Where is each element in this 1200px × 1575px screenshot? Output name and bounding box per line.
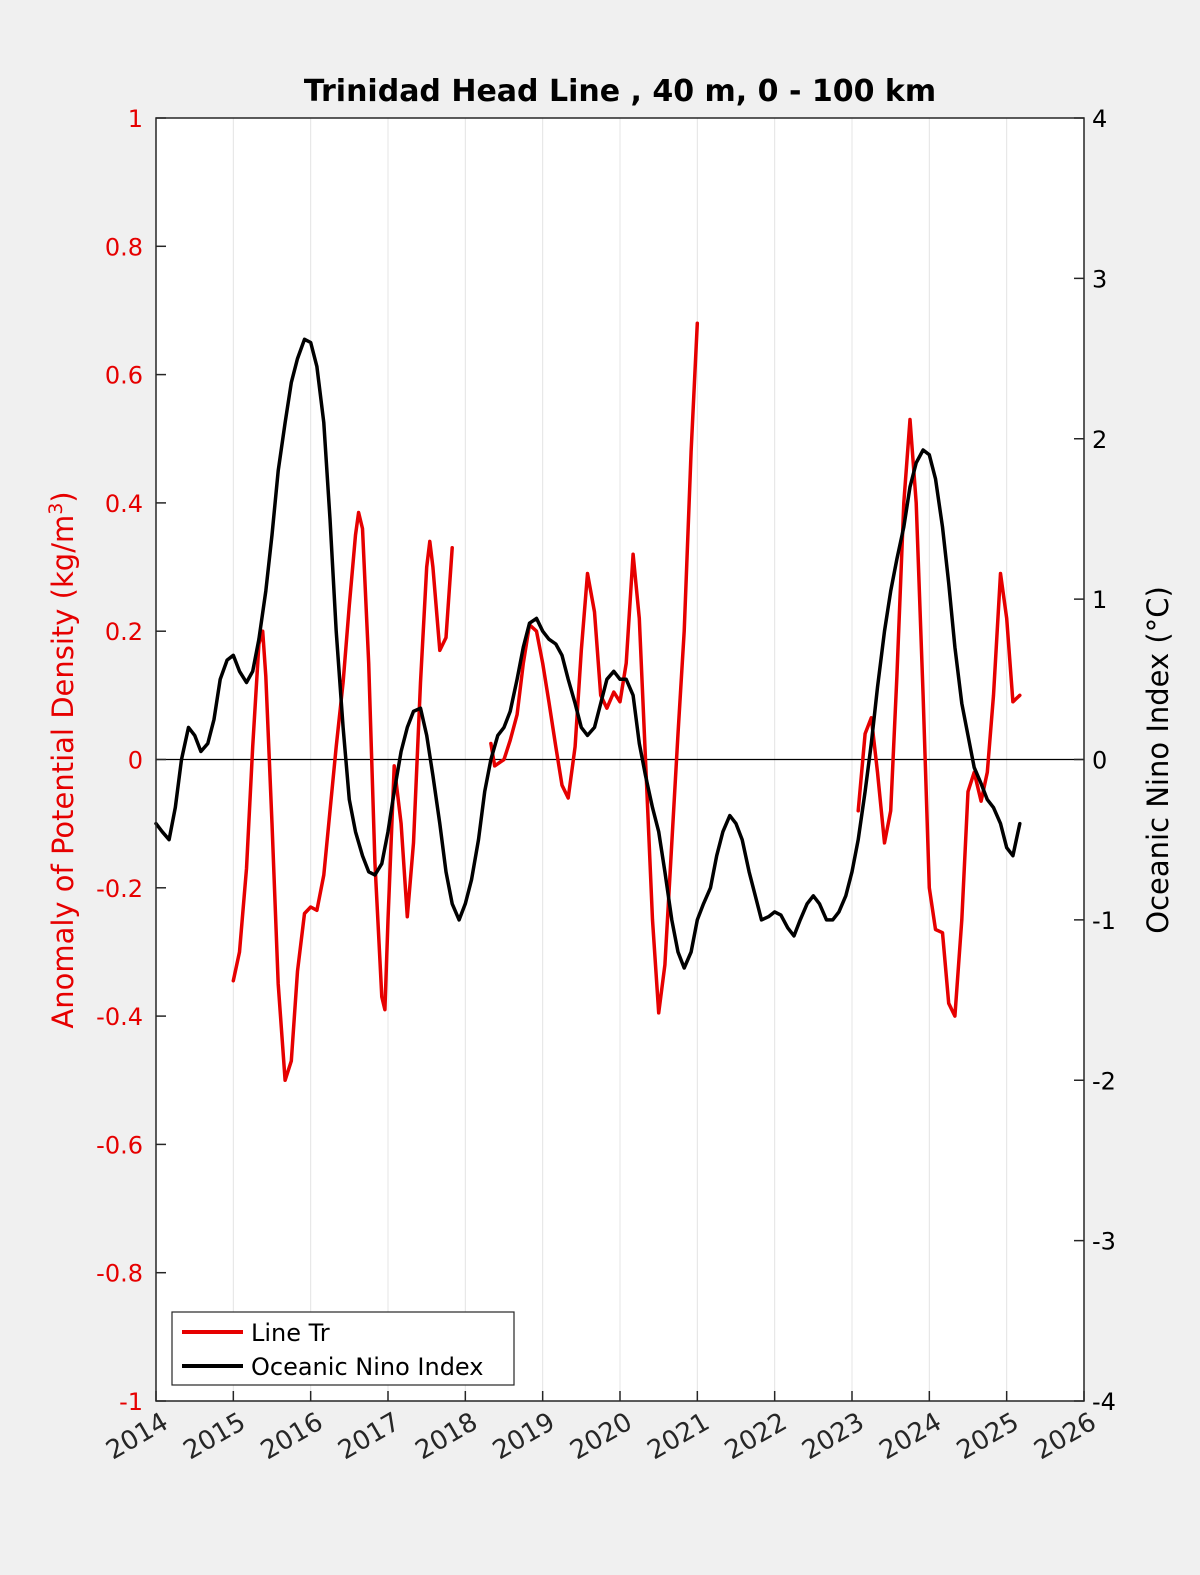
y-right-tick-label: -2 xyxy=(1092,1067,1116,1095)
legend-box xyxy=(171,1311,515,1386)
y-left-tick-label: -0.6 xyxy=(96,1131,143,1159)
y-right-tick-label: -3 xyxy=(1092,1228,1116,1256)
legend-label-line-tr: Line Tr xyxy=(251,1319,330,1347)
x-tick-label: 2025 xyxy=(952,1407,1024,1466)
x-tick-label: 2019 xyxy=(488,1407,560,1466)
legend-label-oni: Oceanic Nino Index xyxy=(251,1353,483,1381)
y-left-tick-label: 0 xyxy=(128,747,143,775)
legend: Line Tr Oceanic Nino Index xyxy=(171,1311,515,1386)
x-tick-label: 2017 xyxy=(333,1407,405,1466)
x-tick-label: 2022 xyxy=(720,1407,792,1466)
x-tick-label: 2020 xyxy=(565,1407,637,1466)
y-right-tick-label: -1 xyxy=(1092,907,1116,935)
right-axis: 4 3 2 1 0 -1 -2 -3 -4 xyxy=(1074,105,1116,1416)
y-axis-label-left: Anomaly of Potential Density (kg/m3) xyxy=(45,491,80,1028)
y-left-tick-label: -0.4 xyxy=(96,1003,143,1031)
left-axis: 1 0.8 0.6 0.4 0.2 0 -0.2 -0.4 -0.6 -0.8 -1 xyxy=(96,105,166,1416)
y-left-tick-label: -0.8 xyxy=(96,1260,143,1288)
y-left-tick-label: 0.4 xyxy=(105,490,143,518)
line-tr-series-segment-1 xyxy=(231,510,454,1083)
x-tick-label: 2015 xyxy=(179,1407,251,1466)
x-axis: 2014 2015 2016 2017 2018 2019 2020 2021 2022 2023… xyxy=(101,1391,1102,1466)
x-tick-label: 2016 xyxy=(256,1407,328,1466)
y-right-tick-label: 4 xyxy=(1092,105,1107,133)
y-right-tick-label: -4 xyxy=(1092,1388,1116,1416)
chart-title: Trinidad Head Line , 40 m, 0 - 100 km xyxy=(304,74,936,109)
y-left-tick-label: 1 xyxy=(128,105,143,133)
oni-series-line xyxy=(154,337,1022,970)
y-right-tick-label: 0 xyxy=(1092,747,1107,775)
y-left-tick-label: -1 xyxy=(119,1388,143,1416)
y-left-tick-label: -0.2 xyxy=(96,875,143,903)
series-layer xyxy=(154,321,1022,1083)
y-axis-label-right: Oceanic Nino Index (°C) xyxy=(1141,586,1175,934)
x-tick-label: 2018 xyxy=(411,1407,483,1466)
x-tick-label: 2024 xyxy=(875,1407,947,1466)
x-tick-label: 2021 xyxy=(643,1407,715,1466)
y-right-tick-label: 1 xyxy=(1092,586,1107,614)
y-left-tick-label: 0.2 xyxy=(105,618,143,646)
x-tick-label: 2026 xyxy=(1029,1407,1101,1466)
y-left-tick-label: 0.6 xyxy=(105,362,143,390)
y-right-tick-label: 2 xyxy=(1092,426,1107,454)
y-left-tick-label: 0.8 xyxy=(105,233,143,261)
line-tr-series-segment-3 xyxy=(856,417,1022,1018)
y-right-tick-label: 3 xyxy=(1092,265,1107,293)
line-tr-series-segment-2 xyxy=(489,321,700,1015)
x-tick-label: 2023 xyxy=(797,1407,869,1466)
